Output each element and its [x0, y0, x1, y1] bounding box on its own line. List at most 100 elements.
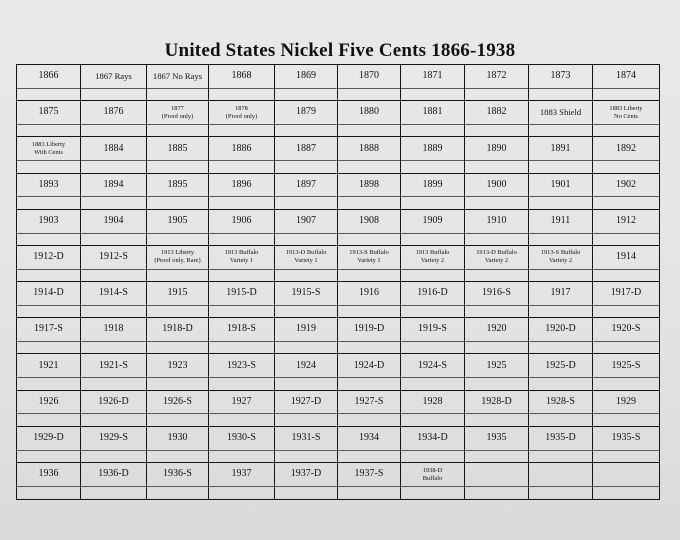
coin-label: 1934 [338, 427, 400, 450]
coin-label: 1936 [17, 463, 80, 487]
coin-date-text: 1868 [231, 70, 252, 82]
coin-date-text: 1925 [486, 359, 507, 371]
coin-placement-space [465, 486, 528, 499]
coin-placement-space [209, 486, 274, 499]
coin-slot: 1911 [529, 209, 593, 246]
coin-slot: 1920-S [593, 318, 659, 355]
coin-label: 1924-S [401, 354, 464, 377]
coin-slot: 1901 [529, 173, 593, 210]
coin-label [529, 463, 592, 487]
coin-date-text: 1872 [486, 70, 507, 82]
coin-date-text: 1893 [38, 178, 59, 190]
coin-date-text: 1924-S [418, 359, 447, 371]
coin-date-text: 1903 [38, 214, 59, 226]
coin-slot: 1878 (Proof only) [209, 101, 275, 138]
coin-date-text: 1926-D [98, 395, 129, 407]
coin-label: 1916-D [401, 282, 464, 305]
coin-placement-space [593, 377, 659, 389]
coin-placement-space [338, 377, 400, 389]
coin-placement-space [81, 196, 146, 208]
coin-placement-space [401, 377, 464, 389]
coin-placement-space [81, 87, 146, 100]
coin-note-text: Buffalo [422, 474, 443, 482]
coin-placement-space [593, 87, 659, 100]
coin-date-text: 1910 [486, 214, 507, 226]
coin-date-text: 1867 No Rays [152, 70, 203, 81]
coin-label: 1936-S [147, 463, 208, 487]
coin-slot: 1898 [338, 173, 401, 210]
coin-placement-space [81, 124, 146, 136]
coin-date-text: 1937-D [290, 468, 322, 480]
coin-placement-space [275, 196, 337, 208]
coin-placement-space [593, 341, 659, 353]
coin-placement-space [17, 196, 80, 208]
coin-placement-space [209, 268, 274, 281]
coin-placement-space [465, 232, 528, 245]
coin-slot: 1899 [401, 173, 465, 210]
coin-date-text: 1901 [550, 178, 571, 190]
coin-placement-space [275, 413, 337, 425]
coin-date-text: 1913 Liberty [160, 249, 195, 257]
coin-date-text: 1931-S [291, 431, 321, 443]
coin-slot: 1883 Liberty With Cents [17, 137, 81, 174]
coin-slot: 1925-S [593, 354, 659, 391]
coin-placement-space [147, 341, 208, 353]
coin-slot: 1917 [529, 282, 593, 319]
coin-note-text: Variety 1 [357, 257, 381, 265]
coin-date-text: 1936 [38, 468, 59, 480]
coin-note-text: (Proof only) [225, 112, 258, 120]
coin-label: 1900 [465, 174, 528, 197]
coin-placement-space [275, 124, 337, 136]
coin-date-text: 1921-S [99, 359, 128, 371]
coin-date-text: 1897 [296, 178, 316, 190]
coin-label: 1903 [17, 210, 80, 233]
coin-note-text: No Cents [614, 112, 638, 120]
coin-slot: 1928 [401, 390, 465, 427]
coin-placement-space [529, 268, 592, 281]
coin-date-text: 1930 [167, 431, 188, 443]
coin-placement-space [465, 341, 528, 353]
coin-placement-space [81, 341, 146, 353]
coin-label: 1890 [465, 137, 528, 160]
coin-slot: 1872 [465, 65, 529, 102]
coin-date-text: 1883 Liberty [31, 140, 66, 148]
coin-date-text: 1912-D [33, 251, 64, 263]
coin-date-text: 1873 [550, 70, 571, 82]
coin-placement-space [401, 124, 464, 136]
coin-date-text: 1923 [167, 359, 188, 371]
coin-label: 1927-S [338, 391, 400, 414]
coin-date-text: 1883 Liberty [609, 104, 643, 112]
coin-placement-space [147, 377, 208, 389]
coin-placement-space [401, 304, 464, 317]
coin-date-text: 1919-D [353, 323, 385, 335]
coin-label: 1920-D [529, 318, 592, 341]
coin-slot: 1927-S [338, 390, 401, 427]
coin-label [593, 463, 659, 487]
coin-label: 1867 No Rays [147, 65, 208, 88]
coin-date-text: 1918 [103, 323, 124, 335]
coin-placement-space [81, 449, 146, 462]
coin-date-text: 1913-D Buffalo [285, 249, 327, 257]
coin-date-text: 1913 Buffalo [415, 249, 450, 257]
coin-slot: 1883 Shield [529, 101, 593, 138]
coin-label: 1924-D [338, 354, 400, 377]
coin-date-text: 1916 [359, 287, 379, 299]
coin-slot: 1913-D Buffalo Variety 2 [465, 245, 529, 282]
coin-slot: 1882 [465, 101, 529, 138]
coin-date-text: 1866 [38, 70, 59, 82]
coin-placement-space [593, 486, 659, 499]
coin-label: 1928-S [529, 391, 592, 414]
coin-placement-space [275, 87, 337, 100]
coin-slot: 1926 [17, 390, 81, 427]
coin-label: 1931-S [275, 427, 337, 450]
coin-slot: 1913-S Buffalo Variety 2 [529, 245, 593, 282]
coin-placement-space [147, 486, 208, 499]
coin-placement-space [529, 124, 592, 136]
coin-date-text: 1881 [422, 106, 443, 118]
coin-placement-space [338, 232, 400, 245]
coin-label: 1923 [147, 354, 208, 377]
coin-label: 1910 [465, 210, 528, 233]
coin-label: 1928 [401, 391, 464, 414]
coin-label: 1869 [275, 65, 337, 88]
coin-placement-space [147, 124, 208, 136]
